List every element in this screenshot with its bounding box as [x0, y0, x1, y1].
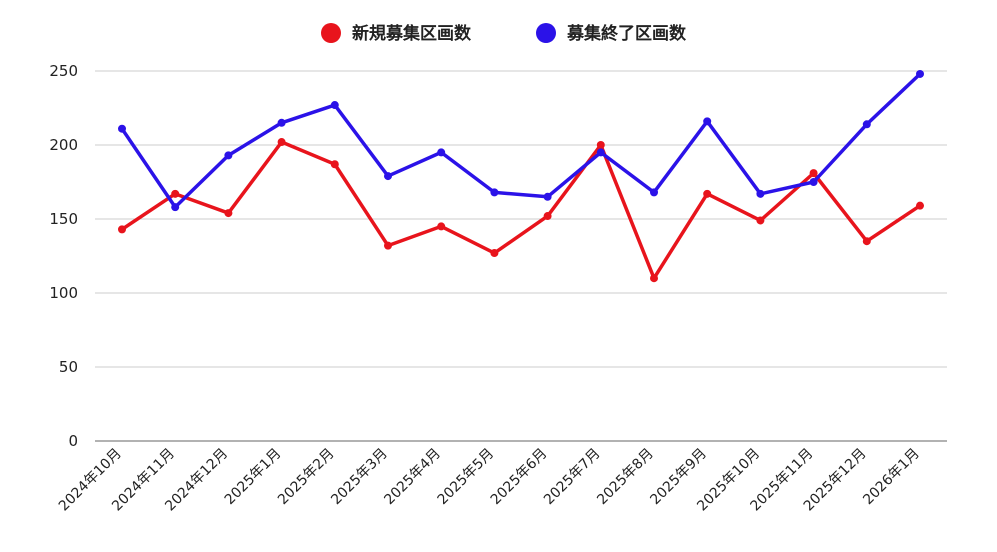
- legend-label-new: 新規募集区画数: [352, 23, 472, 44]
- data-point: [171, 203, 180, 212]
- data-point: [490, 249, 499, 258]
- series-lines: [118, 69, 924, 283]
- x-tick-label: 2025年1月: [222, 446, 285, 509]
- data-point: [384, 241, 392, 250]
- x-tick-label: 2025年2月: [275, 446, 338, 509]
- legend-marker-ended: [536, 23, 556, 43]
- data-point: [330, 160, 339, 169]
- series-2: [118, 69, 924, 212]
- data-point: [916, 69, 924, 78]
- x-tick-label: 2025年6月: [488, 446, 551, 509]
- y-tick-label: 250: [49, 62, 78, 80]
- data-point: [543, 212, 552, 221]
- data-point: [916, 201, 924, 210]
- y-tick-label: 100: [49, 284, 78, 302]
- data-point: [809, 178, 818, 186]
- data-point: [437, 222, 446, 231]
- x-tick-label: 2025年4月: [381, 446, 444, 509]
- data-point: [862, 237, 871, 246]
- data-point: [703, 117, 712, 126]
- x-tick-label: 2026年1月: [860, 446, 923, 509]
- series-line: [120, 140, 922, 280]
- legend: 新規募集区画数 募集終了区画数: [321, 23, 687, 44]
- data-point: [862, 120, 871, 129]
- data-point: [650, 188, 658, 197]
- data-point: [171, 189, 180, 198]
- y-tick-label: 0: [68, 432, 78, 450]
- series-1: [118, 138, 924, 283]
- x-tick-label: 2025年3月: [328, 446, 391, 509]
- data-point: [330, 101, 339, 110]
- data-point: [277, 138, 286, 147]
- x-axis: 2024年10月2024年11月2024年12月2025年1月2025年2月20…: [56, 446, 923, 515]
- data-point: [384, 172, 392, 181]
- gridlines: [95, 70, 947, 442]
- data-point: [437, 148, 446, 157]
- x-tick-label: 2025年5月: [435, 446, 498, 509]
- y-tick-label: 50: [59, 358, 78, 376]
- y-tick-label: 150: [49, 210, 78, 228]
- x-tick-label: 2025年7月: [541, 446, 604, 509]
- data-point: [809, 169, 818, 178]
- data-point: [490, 188, 499, 197]
- data-point: [277, 118, 286, 127]
- y-tick-label: 200: [49, 136, 78, 154]
- data-point: [118, 225, 126, 234]
- data-point: [224, 151, 233, 160]
- data-point: [596, 141, 605, 149]
- data-point: [596, 148, 605, 157]
- data-point: [756, 189, 765, 198]
- legend-label-ended: 募集終了区画数: [566, 23, 687, 44]
- data-point: [118, 124, 126, 133]
- y-axis: 0 50 100 150 200 250: [49, 62, 78, 450]
- data-point: [756, 216, 765, 225]
- legend-marker-new: [321, 23, 341, 43]
- data-point: [543, 192, 552, 201]
- data-point: [224, 209, 233, 218]
- data-point: [703, 189, 712, 198]
- data-point: [650, 274, 658, 283]
- series-line: [120, 72, 922, 209]
- x-tick-label: 2025年8月: [594, 446, 657, 509]
